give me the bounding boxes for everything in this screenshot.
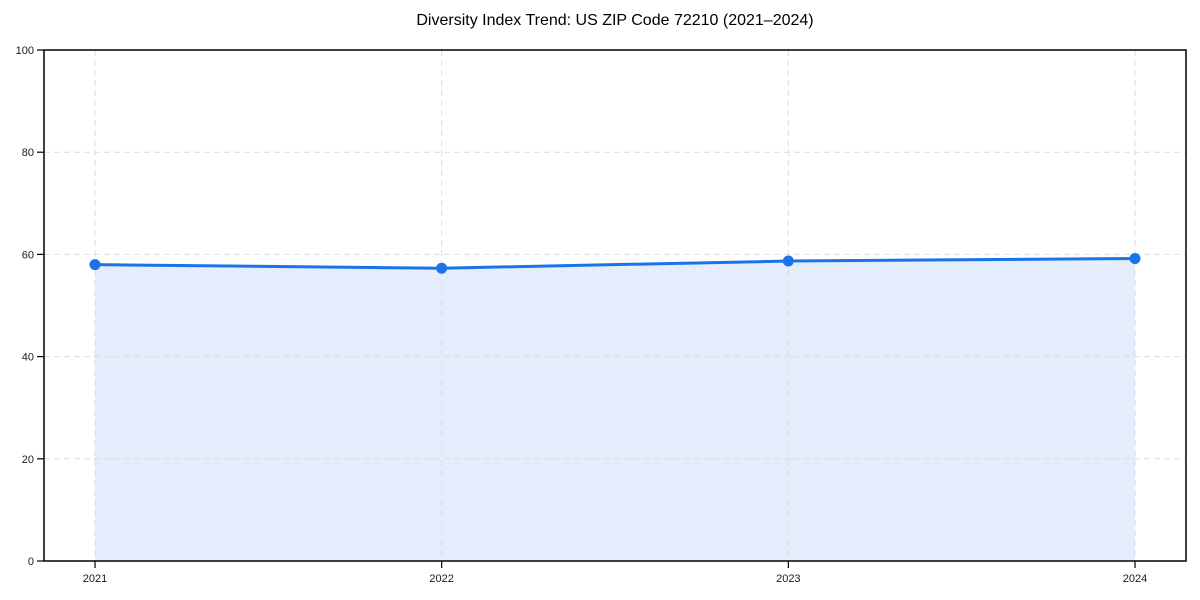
y-tick-label: 40 [22, 352, 34, 364]
y-tick-label: 60 [22, 249, 34, 261]
y-tick-label: 20 [22, 454, 34, 466]
data-point [89, 259, 101, 271]
trend-line [93, 256, 1137, 270]
x-tick-label: 2022 [429, 573, 453, 585]
chart-title: Diversity Index Trend: US ZIP Code 72210… [416, 12, 814, 29]
data-point [436, 262, 448, 274]
x-tick-label: 2024 [1123, 573, 1147, 585]
y-tick-label: 80 [22, 147, 34, 159]
y-tick-label: 100 [16, 45, 34, 57]
data-point [782, 255, 794, 267]
x-tick-label: 2021 [83, 573, 107, 585]
axes-spines [43, 49, 1187, 562]
x-tick-label: 2023 [776, 573, 800, 585]
data-point [1129, 252, 1141, 264]
area-fill [95, 258, 1135, 561]
y-tick-label: 0 [28, 556, 34, 568]
